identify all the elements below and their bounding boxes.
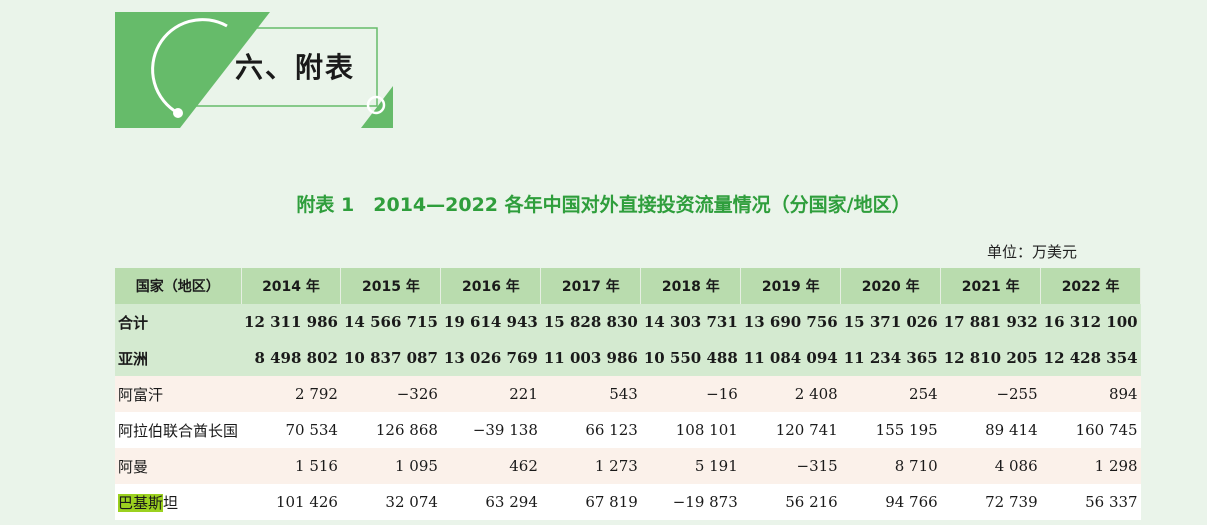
cell: 155 195 <box>840 412 941 448</box>
cell: 1 273 <box>540 448 641 484</box>
cell: 16 312 100 <box>1040 304 1141 340</box>
table-row-total: 合计 12 311 986 14 566 715 19 614 943 15 8… <box>115 304 1141 340</box>
cell: 12 428 354 <box>1040 340 1141 376</box>
cell: 10 837 087 <box>340 340 441 376</box>
cell: 126 868 <box>340 412 441 448</box>
cell: 13 026 769 <box>440 340 541 376</box>
cell: 4 086 <box>940 448 1041 484</box>
cell: 1 298 <box>1040 448 1141 484</box>
header-2021: 2021 年 <box>940 268 1042 304</box>
cell: 32 074 <box>340 484 441 520</box>
row-name: 巴基斯坦 <box>115 484 242 520</box>
investment-table: 国家（地区） 2014 年 2015 年 2016 年 2017 年 2018 … <box>115 268 1142 520</box>
cell: 10 550 488 <box>640 340 741 376</box>
cell: 2 408 <box>740 376 841 412</box>
cell: 160 745 <box>1040 412 1141 448</box>
table-row-asia: 亚洲 8 498 802 10 837 087 13 026 769 11 00… <box>115 340 1141 376</box>
cell: 108 101 <box>640 412 741 448</box>
header-2022: 2022 年 <box>1040 268 1142 304</box>
cell: 67 819 <box>540 484 641 520</box>
row-name: 阿富汗 <box>115 376 242 412</box>
cell: 66 123 <box>540 412 641 448</box>
header-2019: 2019 年 <box>740 268 842 304</box>
cell: 8 710 <box>840 448 941 484</box>
header-2018: 2018 年 <box>640 268 742 304</box>
highlighted-text: 巴基斯 <box>118 493 164 512</box>
cell: 11 234 365 <box>840 340 941 376</box>
cell: 19 614 943 <box>440 304 541 340</box>
cell: 1 516 <box>241 448 341 484</box>
table-row: 阿曼 1 516 1 095 462 1 273 5 191 −315 8 71… <box>115 448 1141 484</box>
row-name: 亚洲 <box>115 340 242 376</box>
cell: 120 741 <box>740 412 841 448</box>
cell: 94 766 <box>840 484 941 520</box>
header-country: 国家（地区） <box>115 268 242 304</box>
cell: 894 <box>1040 376 1141 412</box>
section-title: 六、附表 <box>235 51 356 84</box>
cell: 462 <box>440 448 541 484</box>
cell: 56 216 <box>740 484 841 520</box>
header-2015: 2015 年 <box>340 268 442 304</box>
cell: 15 828 830 <box>540 304 641 340</box>
row-name: 阿曼 <box>115 448 242 484</box>
cell: 543 <box>540 376 641 412</box>
cell: 12 810 205 <box>940 340 1041 376</box>
cell: 254 <box>840 376 941 412</box>
cell: 12 311 986 <box>241 304 341 340</box>
cell: 70 534 <box>241 412 341 448</box>
cell: 63 294 <box>440 484 541 520</box>
cell: −315 <box>740 448 841 484</box>
cell: −255 <box>940 376 1041 412</box>
section-banner <box>115 12 395 128</box>
table-row: 阿拉伯联合酋长国 70 534 126 868 −39 138 66 123 1… <box>115 412 1141 448</box>
cell: 72 739 <box>940 484 1041 520</box>
cell: −326 <box>340 376 441 412</box>
table-header-row: 国家（地区） 2014 年 2015 年 2016 年 2017 年 2018 … <box>115 268 1142 304</box>
cell: 14 303 731 <box>640 304 741 340</box>
cell: 13 690 756 <box>740 304 841 340</box>
cell: 14 566 715 <box>340 304 441 340</box>
header-2020: 2020 年 <box>840 268 942 304</box>
header-2014: 2014 年 <box>241 268 342 304</box>
cell: 11 084 094 <box>740 340 841 376</box>
table-row: 阿富汗 2 792 −326 221 543 −16 2 408 254 −25… <box>115 376 1141 412</box>
table-row: 巴基斯坦 101 426 32 074 63 294 67 819 −19 87… <box>115 484 1141 520</box>
cell: −39 138 <box>440 412 541 448</box>
cell: −19 873 <box>640 484 741 520</box>
cell: 11 003 986 <box>540 340 641 376</box>
cell: 5 191 <box>640 448 741 484</box>
header-2016: 2016 年 <box>440 268 542 304</box>
banner-graphic <box>115 12 393 128</box>
cell: 8 498 802 <box>241 340 341 376</box>
unit-label: 单位：万美元 <box>986 243 1077 261</box>
cell: 15 371 026 <box>840 304 941 340</box>
cell: 56 337 <box>1040 484 1141 520</box>
table-title: 附表 1 2014—2022 各年中国对外直接投资流量情况（分国家/地区） <box>296 194 911 216</box>
cell: 2 792 <box>241 376 341 412</box>
cell: −16 <box>640 376 741 412</box>
cell: 17 881 932 <box>940 304 1041 340</box>
header-2017: 2017 年 <box>540 268 642 304</box>
row-name: 阿拉伯联合酋长国 <box>115 412 242 448</box>
cell: 101 426 <box>241 484 341 520</box>
row-name: 合计 <box>115 304 242 340</box>
cell: 221 <box>440 376 541 412</box>
cell: 1 095 <box>340 448 441 484</box>
cell: 89 414 <box>940 412 1041 448</box>
row-name-rest: 坦 <box>163 493 179 512</box>
